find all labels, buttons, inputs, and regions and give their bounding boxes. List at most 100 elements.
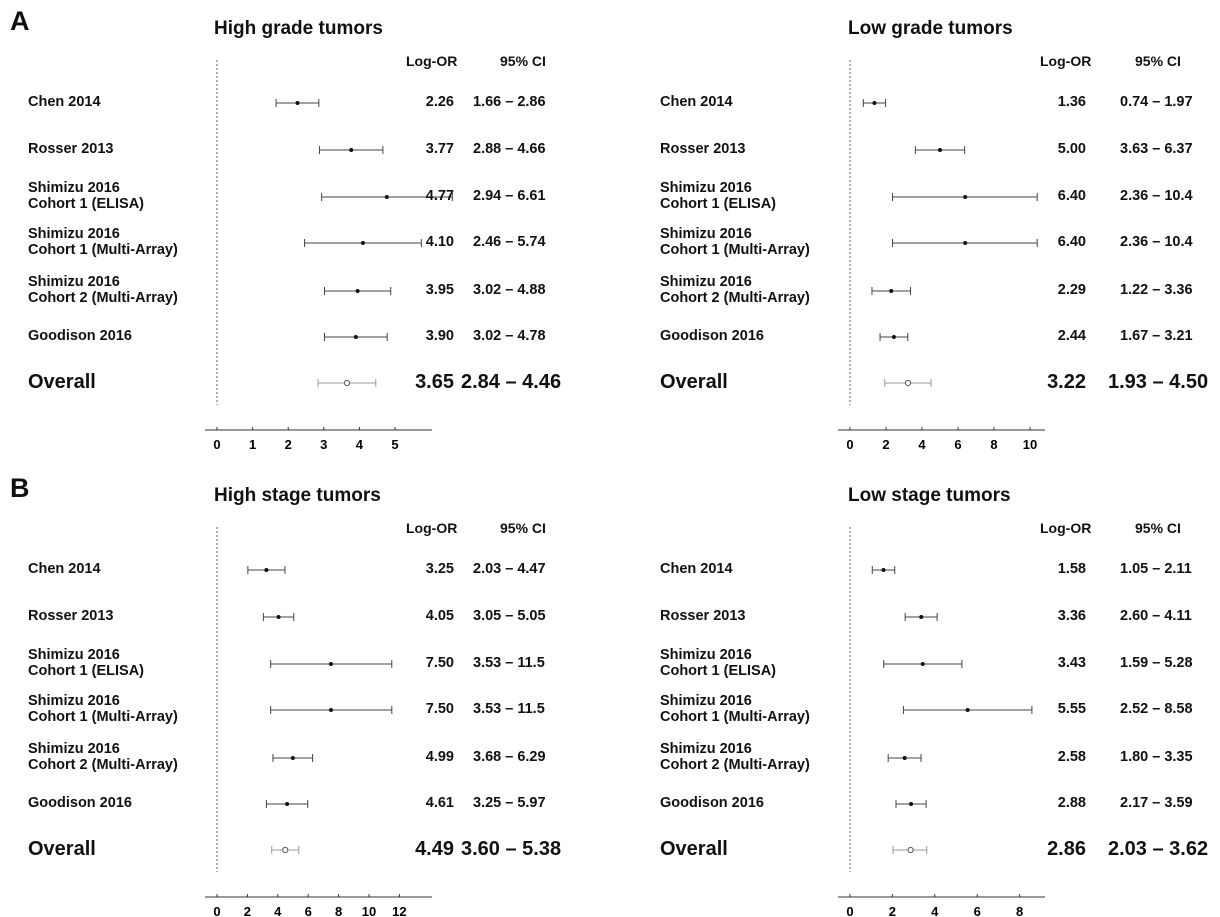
- study-label-line: Cohort 2 (Multi-Array): [28, 757, 178, 773]
- study-label-line: Cohort 1 (Multi-Array): [28, 709, 178, 725]
- study-label-line: Goodison 2016: [660, 795, 764, 811]
- ci-value: 3.63 – 6.37: [1120, 141, 1193, 157]
- logor-value: 3.25: [425, 561, 454, 577]
- x-axis-tick-label: 6: [954, 437, 961, 452]
- ci-value: 1.05 – 2.11: [1120, 561, 1192, 577]
- study-label-line: Cohort 1 (ELISA): [660, 196, 776, 212]
- study-label: Shimizu 2016 Cohort 1 (Multi-Array): [660, 693, 810, 725]
- x-axis-tick-label: 10: [362, 904, 376, 917]
- forest-title: Low grade tumors: [848, 18, 1013, 39]
- forest-title: High grade tumors: [214, 18, 383, 39]
- logor-value: 6.40: [1057, 188, 1086, 204]
- x-axis-tick-label: 5: [391, 437, 398, 452]
- ci-value: 0.74 – 1.97: [1120, 94, 1193, 110]
- logor-value: 2.29: [1057, 282, 1086, 298]
- estimate-point: [285, 802, 290, 806]
- study-label: Shimizu 2016 Cohort 1 (ELISA): [660, 647, 776, 679]
- estimate-point: [920, 662, 925, 666]
- study-label: Shimizu 2016 Cohort 1 (Multi-Array): [28, 226, 178, 258]
- ci-value: 1.80 – 3.35: [1120, 749, 1193, 765]
- overall-label: Overall: [28, 838, 96, 860]
- overall-ci-value: 2.03 – 3.62: [1108, 838, 1209, 860]
- study-label-line: Cohort 1 (Multi-Array): [28, 242, 178, 258]
- x-axis-tick-label: 2: [889, 904, 896, 917]
- study-label: Goodison 2016: [660, 328, 764, 344]
- study-label-line: Chen 2014: [660, 561, 733, 577]
- logor-value: 2.88: [1057, 795, 1086, 811]
- x-axis-tick-label: 8: [990, 437, 997, 452]
- logor-value: 7.50: [425, 655, 454, 671]
- study-label-line: Rosser 2013: [660, 141, 746, 157]
- logor-column-header: Log-OR: [406, 53, 458, 69]
- overall-logor-value: 4.49: [415, 838, 454, 860]
- ci-value: 2.17 – 3.59: [1120, 795, 1193, 811]
- overall-ci-value: 3.60 – 5.38: [461, 838, 562, 860]
- estimate-point: [889, 289, 894, 293]
- study-label-line: Shimizu 2016: [28, 647, 120, 663]
- study-label: Rosser 2013: [28, 608, 113, 624]
- ci-value: 3.53 – 11.5: [473, 701, 545, 717]
- x-axis-tick-label: 1: [249, 437, 256, 452]
- study-label-line: Shimizu 2016: [28, 226, 120, 242]
- logor-value: 2.44: [1057, 328, 1086, 344]
- x-axis-tick-label: 3: [320, 437, 327, 452]
- estimate-point: [295, 101, 300, 105]
- study-label-line: Shimizu 2016: [660, 693, 752, 709]
- x-axis-tick-label: 4: [274, 904, 282, 917]
- x-axis-tick-label: 10: [1023, 437, 1037, 452]
- estimate-point: [329, 662, 333, 666]
- study-label: Shimizu 2016 Cohort 1 (ELISA): [660, 180, 776, 212]
- estimate-point: [919, 615, 924, 619]
- study-label-line: Overall: [28, 371, 96, 393]
- study-label: Goodison 2016: [660, 795, 764, 811]
- logor-value: 4.10: [425, 234, 454, 250]
- x-axis-tick-label: 8: [335, 904, 342, 917]
- study-label-line: Shimizu 2016: [28, 693, 120, 709]
- estimate-point: [349, 148, 354, 152]
- x-axis-tick-label: 12: [392, 904, 406, 917]
- overall-estimate-point: [343, 379, 351, 387]
- estimate-point: [965, 708, 970, 712]
- ci-column-header: 95% CI: [1135, 520, 1181, 536]
- logor-value: 5.55: [1057, 701, 1086, 717]
- estimate-point: [290, 756, 295, 760]
- study-label-line: Shimizu 2016: [660, 647, 752, 663]
- estimate-point: [963, 241, 968, 245]
- study-label-line: Cohort 2 (Multi-Array): [28, 290, 178, 306]
- overall-estimate-point: [907, 846, 914, 854]
- estimate-point: [264, 568, 269, 572]
- estimate-point: [872, 101, 877, 105]
- study-label-line: Overall: [660, 838, 728, 860]
- x-axis-tick-label: 4: [918, 437, 926, 452]
- x-axis-tick-label: 8: [1016, 904, 1023, 917]
- estimate-point: [355, 289, 360, 293]
- ci-value: 3.68 – 6.29: [473, 749, 546, 765]
- study-label: Shimizu 2016 Cohort 1 (Multi-Array): [28, 693, 178, 725]
- estimate-point: [329, 708, 333, 712]
- logor-value: 3.95: [425, 282, 454, 298]
- study-label-line: Rosser 2013: [28, 141, 114, 157]
- overall-logor-value: 2.86: [1047, 838, 1086, 860]
- overall-estimate-point: [282, 846, 289, 854]
- ci-value: 2.60 – 4.11: [1120, 608, 1192, 624]
- study-label-line: Overall: [660, 371, 728, 393]
- ci-value: 1.67 – 3.21: [1120, 328, 1193, 344]
- estimate-point: [384, 195, 389, 199]
- study-label-line: Goodison 2016: [28, 795, 132, 811]
- estimate-point: [902, 756, 907, 760]
- ci-value: 2.03 – 4.47: [473, 561, 546, 577]
- x-axis-tick-label: 6: [974, 904, 981, 917]
- x-axis-tick-label: 0: [213, 904, 220, 917]
- overall-label: Overall: [28, 371, 96, 393]
- logor-value: 6.40: [1057, 234, 1086, 250]
- logor-value: 3.36: [1057, 608, 1086, 624]
- study-label-line: Shimizu 2016: [660, 226, 752, 242]
- ci-value: 3.02 – 4.78: [473, 328, 546, 344]
- study-label-line: Shimizu 2016: [28, 741, 120, 757]
- ci-value: 2.36 – 10.4: [1120, 234, 1193, 250]
- study-label-line: Shimizu 2016: [28, 274, 120, 290]
- study-label: Chen 2014: [28, 94, 101, 110]
- estimate-point: [938, 148, 942, 152]
